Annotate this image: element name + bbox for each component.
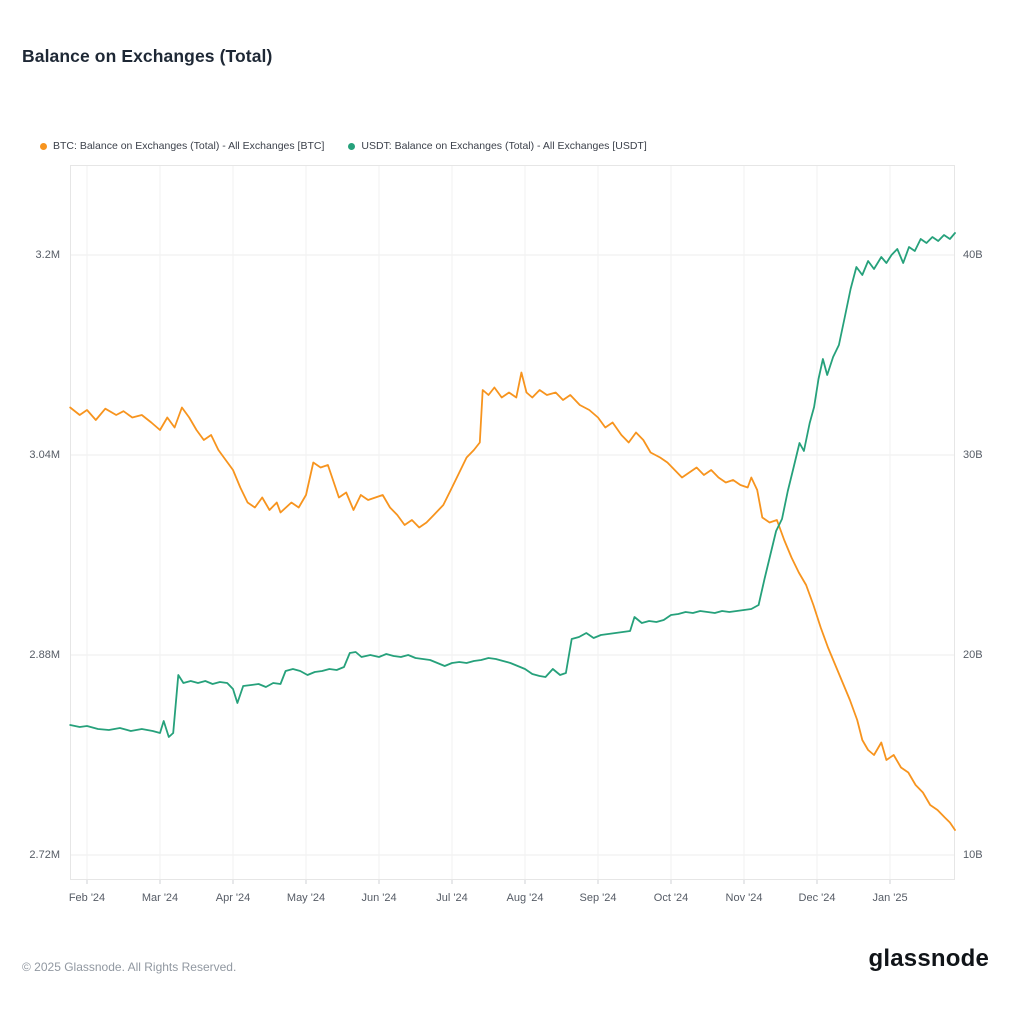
x-axis-tick-label: Feb '24 xyxy=(68,892,106,904)
x-axis-tick-label: Jan '25 xyxy=(872,892,908,904)
plot-border xyxy=(70,165,955,880)
chart-canvas[interactable] xyxy=(69,165,956,884)
y-axis-right-tick-label: 10B xyxy=(963,849,983,861)
x-axis-tick-label: May '24 xyxy=(286,892,326,904)
series-line-usdt[interactable] xyxy=(69,232,956,738)
y-axis-left-tick-label: 2.88M xyxy=(29,649,60,661)
x-axis-tick-label: Apr '24 xyxy=(215,892,251,904)
y-axis-right-tick-label: 30B xyxy=(963,449,983,461)
y-axis-left-tick-label: 3.04M xyxy=(29,449,60,461)
x-axis-tick-label: Aug '24 xyxy=(506,892,544,904)
x-axis-tick-label: Oct '24 xyxy=(653,892,689,904)
y-axis-right-tick-label: 40B xyxy=(963,249,983,261)
legend-item-usdt[interactable]: USDT: Balance on Exchanges (Total) - All… xyxy=(348,140,647,152)
x-axis-tick-label: Dec '24 xyxy=(798,892,836,904)
page-title: Balance on Exchanges (Total) xyxy=(22,46,273,66)
series-line-btc[interactable] xyxy=(69,371,956,831)
x-axis-tick-label: Jun '24 xyxy=(361,892,397,904)
btc-series-dot-icon xyxy=(40,142,47,150)
legend-item-btc[interactable]: BTC: Balance on Exchanges (Total) - All … xyxy=(40,140,324,152)
chart-legend: BTC: Balance on Exchanges (Total) - All … xyxy=(40,140,647,152)
legend-label-btc: BTC: Balance on Exchanges (Total) - All … xyxy=(53,140,325,152)
x-axis-tick-label: Nov '24 xyxy=(725,892,763,904)
y-axis-left-tick-label: 2.72M xyxy=(29,849,60,861)
x-axis-tick-label: Mar '24 xyxy=(141,892,179,904)
x-axis-tick-label: Sep '24 xyxy=(579,892,617,904)
plot-area[interactable] xyxy=(69,165,956,884)
x-axis-tick-label: Jul '24 xyxy=(436,892,468,904)
usdt-series-dot-icon xyxy=(348,142,356,150)
y-axis-left-tick-label: 3.2M xyxy=(35,249,60,261)
y-axis-right-tick-label: 20B xyxy=(963,649,983,661)
copyright-text: © 2025 Glassnode. All Rights Reserved. xyxy=(22,960,237,974)
legend-label-usdt: USDT: Balance on Exchanges (Total) - All… xyxy=(361,140,647,152)
glassnode-logo: glassnode xyxy=(868,945,989,972)
